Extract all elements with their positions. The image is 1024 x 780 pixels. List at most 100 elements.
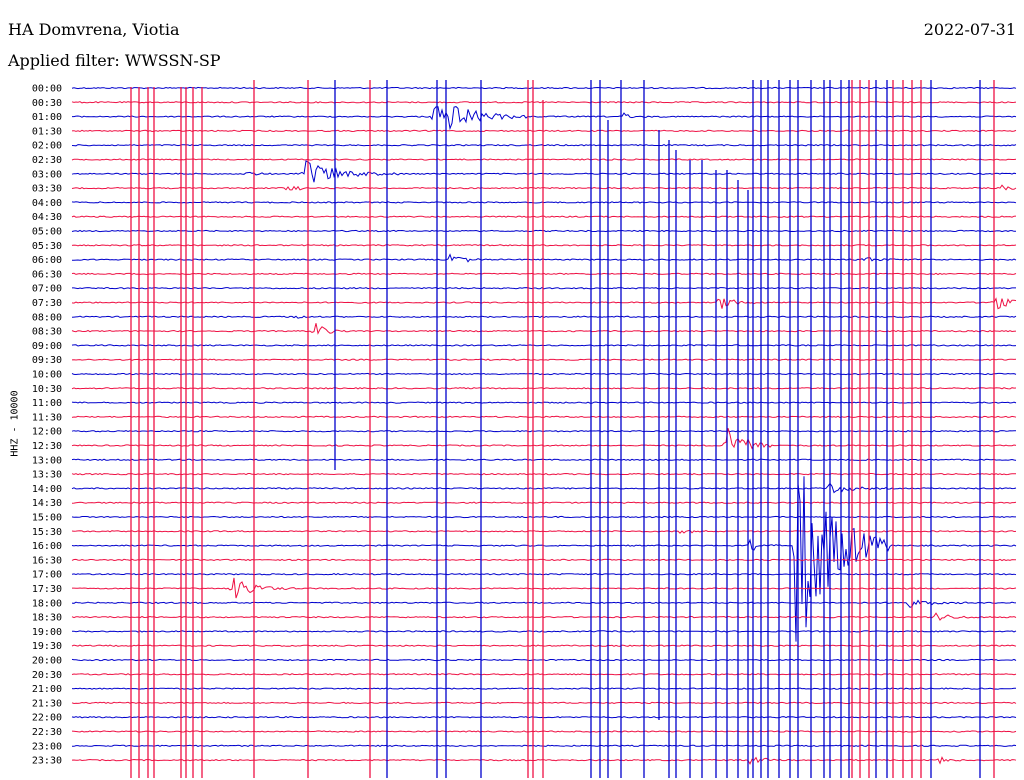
row-tick-label: 15:00 xyxy=(32,513,62,524)
row-tick-label: 08:00 xyxy=(32,312,62,323)
row-tick-label: 06:30 xyxy=(32,269,62,280)
trace-line xyxy=(71,201,1017,204)
row-tick-label: 02:30 xyxy=(32,155,62,166)
trace-line xyxy=(71,272,1017,276)
row-tick-label: 11:30 xyxy=(32,412,62,423)
trace-line xyxy=(71,297,1017,310)
row-tick-label: 20:30 xyxy=(32,670,62,681)
trace-line xyxy=(71,701,1017,705)
trace-line xyxy=(71,472,1016,476)
trace-line xyxy=(71,215,1017,218)
trace-line xyxy=(71,612,1017,621)
row-tick-label: 19:00 xyxy=(32,627,62,638)
trace-line xyxy=(71,458,1017,461)
trace-line xyxy=(72,287,1016,290)
trace-line xyxy=(71,323,1017,335)
trace-line xyxy=(71,716,1017,719)
trace-line xyxy=(71,401,1017,404)
trace-line xyxy=(72,577,1017,599)
row-tick-label: 09:30 xyxy=(32,355,62,366)
trace-line xyxy=(71,160,1017,183)
row-tick-label: 11:00 xyxy=(32,398,62,409)
row-tick-label: 14:00 xyxy=(32,484,62,495)
row-tick-label: 02:00 xyxy=(32,141,62,152)
trace-line xyxy=(72,630,1017,633)
row-tick-label: 20:00 xyxy=(32,656,62,667)
row-tick-label: 10:30 xyxy=(32,384,62,395)
trace-line xyxy=(71,756,1017,765)
trace-line xyxy=(71,315,1017,319)
trace-line xyxy=(71,558,1016,562)
trace-line xyxy=(71,428,1017,450)
row-tick-label: 22:30 xyxy=(32,727,62,738)
trace-line xyxy=(71,430,1017,433)
row-tick-label: 17:30 xyxy=(32,584,62,595)
trace-line xyxy=(71,658,1017,662)
row-tick-label: 05:30 xyxy=(32,241,62,252)
trace-line xyxy=(71,644,1017,647)
trace-line xyxy=(71,573,1017,576)
row-tick-label: 00:00 xyxy=(32,84,62,95)
trace-line xyxy=(71,687,1017,690)
trace-line xyxy=(71,730,1017,733)
trace-line xyxy=(71,158,1017,161)
row-tick-label: 14:30 xyxy=(32,498,62,509)
row-tick-label: 01:30 xyxy=(32,126,62,137)
trace-line xyxy=(72,253,1017,263)
trace-line xyxy=(71,501,1017,504)
trace-line xyxy=(71,358,1017,361)
record-date: 2022-07-31 xyxy=(923,20,1016,39)
row-tick-label: 07:00 xyxy=(32,284,62,295)
row-tick-label: 23:00 xyxy=(32,741,62,752)
row-tick-label: 03:00 xyxy=(32,169,62,180)
row-tick-label: 21:00 xyxy=(32,684,62,695)
trace-line xyxy=(72,106,1017,131)
row-tick-label: 04:00 xyxy=(32,198,62,209)
row-tick-label: 16:30 xyxy=(32,555,62,566)
row-tick-label: 13:30 xyxy=(32,470,62,481)
trace-line xyxy=(72,744,1017,747)
row-tick-label: 06:00 xyxy=(32,255,62,266)
row-tick-label: 12:00 xyxy=(32,427,62,438)
row-tick-label: 19:30 xyxy=(32,641,62,652)
trace-line xyxy=(71,482,1017,494)
trace-line xyxy=(71,229,1016,233)
row-tick-label: 12:30 xyxy=(32,441,62,452)
trace-line xyxy=(71,344,1017,347)
row-tick-label: 01:00 xyxy=(32,112,62,123)
trace-line xyxy=(71,144,1017,147)
trace-line xyxy=(71,129,1017,133)
row-tick-label: 03:30 xyxy=(32,184,62,195)
row-tick-label: 09:00 xyxy=(32,341,62,352)
trace-line xyxy=(71,387,1017,390)
row-tick-label: 13:00 xyxy=(32,455,62,466)
trace-layer xyxy=(71,86,1017,765)
row-tick-label: 18:00 xyxy=(32,598,62,609)
trace-line xyxy=(71,86,1017,90)
row-tick-label: 23:30 xyxy=(32,756,62,767)
trace-line xyxy=(71,101,1017,104)
trace-line xyxy=(71,599,1017,608)
row-tick-label: 04:30 xyxy=(32,212,62,223)
y-axis-label: HHZ - 10000 xyxy=(9,390,21,457)
row-tick-label: 07:30 xyxy=(32,298,62,309)
trace-line xyxy=(71,515,1016,519)
row-tick-label: 15:30 xyxy=(32,527,62,538)
row-tick-label: 08:30 xyxy=(32,327,62,338)
spike-layer xyxy=(130,80,995,778)
tick-labels: 00:00 00:30 01:00 01:30 02:00 02:30 03:00 03:30… xyxy=(32,84,62,767)
trace-line xyxy=(71,372,1017,376)
row-tick-label: 05:00 xyxy=(32,227,62,238)
trace-line xyxy=(71,529,1017,534)
row-tick-label: 00:30 xyxy=(32,98,62,109)
trace-line xyxy=(71,673,1017,676)
row-tick-label: 10:00 xyxy=(32,370,62,381)
row-tick-label: 21:30 xyxy=(32,698,62,709)
row-tick-label: 18:30 xyxy=(32,613,62,624)
filter-label: Applied filter: WWSSN-SP xyxy=(8,51,221,70)
row-tick-label: 17:00 xyxy=(32,570,62,581)
station-title: HA Domvrena, Viotia xyxy=(8,20,180,39)
trace-line xyxy=(71,244,1017,247)
row-tick-label: 16:00 xyxy=(32,541,62,552)
